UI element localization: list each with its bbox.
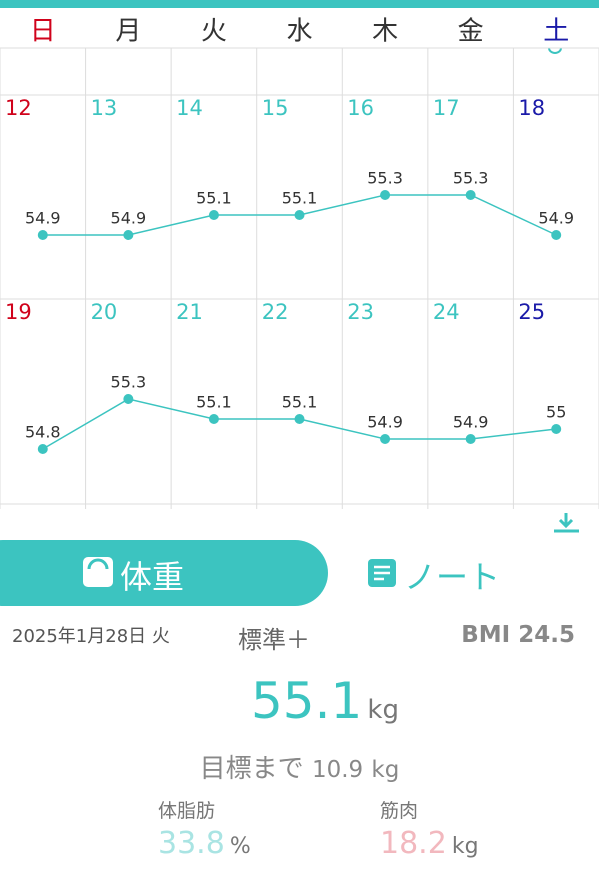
day-number: 25 — [518, 300, 545, 324]
weight-label: 54.8 — [25, 423, 61, 442]
weight-point — [380, 434, 391, 444]
note-icon-lines — [374, 565, 390, 581]
weekday: 金 — [458, 17, 484, 47]
day-number: 17 — [433, 96, 460, 120]
weight-value: 55.1 — [251, 672, 363, 730]
body-fat-unit: % — [229, 834, 251, 859]
body-fat-value: 33.8 — [158, 826, 225, 861]
weight-label: 55.3 — [453, 169, 489, 188]
goal-unit: kg — [371, 757, 400, 783]
bmi-value: 24.5 — [518, 622, 575, 648]
weight-label: 55.3 — [367, 169, 403, 188]
status: 標準＋ — [238, 626, 310, 654]
weight-point — [294, 414, 305, 424]
weight-label: 54.9 — [538, 209, 574, 228]
panel-shapes — [0, 509, 599, 869]
day-number: 15 — [262, 96, 289, 120]
day-number: 13 — [91, 96, 118, 120]
download-icon[interactable] — [554, 513, 579, 533]
weight-point — [380, 190, 391, 200]
weekday: 日 — [30, 17, 56, 47]
weight-label: 55.1 — [282, 393, 318, 412]
weight-unit: kg — [367, 695, 399, 725]
bmi: BMI 24.5 — [461, 622, 575, 648]
day-number: 21 — [176, 300, 203, 324]
weekday: 土 — [543, 17, 569, 47]
weight-point — [551, 230, 562, 240]
muscle-value: 18.2 — [380, 826, 447, 861]
weight-point — [123, 230, 134, 240]
day-number: 19 — [5, 300, 32, 324]
weight-label: 54.9 — [367, 413, 403, 432]
weight-icon-dial — [87, 558, 109, 570]
day-number: 22 — [262, 300, 289, 324]
body-fat-label: 体脂肪 — [158, 800, 216, 822]
body-fat: 33.8 % — [158, 826, 251, 861]
weight-point — [37, 444, 48, 454]
tab-weight[interactable]: 体重 — [120, 558, 185, 596]
muscle: 18.2 kg — [380, 826, 479, 861]
weight-label: 54.9 — [25, 209, 61, 228]
weight-point — [294, 210, 305, 220]
goal-value: 10.9 — [311, 757, 364, 783]
weight-label: 55.3 — [111, 373, 147, 392]
weight-point — [551, 424, 562, 434]
weekday: 火 — [201, 17, 227, 47]
muscle-unit: kg — [451, 834, 479, 859]
weight-label: 55 — [546, 403, 566, 422]
weight-label: 55.1 — [282, 189, 318, 208]
weekday: 木 — [372, 17, 398, 47]
weight-label: 55.1 — [196, 393, 232, 412]
weight-label: 54.9 — [111, 209, 147, 228]
date: 2025年1月28日 火 — [12, 626, 170, 647]
weight-point — [208, 414, 219, 424]
weekday: 月 — [115, 17, 141, 47]
day-number: 24 — [433, 300, 460, 324]
day-number: 16 — [347, 96, 374, 120]
weight-point — [37, 230, 48, 240]
tab-note[interactable]: ノート — [404, 558, 501, 596]
calendar: 日 月 火 水 木 金 土 12 13 14 15 16 17 18 54.9 54.9 55.1 55.1 55.… — [0, 0, 599, 512]
bmi-label: BMI — [461, 622, 511, 648]
goal-label: 目標まで — [199, 754, 304, 784]
goal: 目標まで 10.9 kg — [0, 748, 599, 785]
day-number: 20 — [91, 300, 118, 324]
weight: 55.1 kg — [0, 672, 599, 730]
day-number: 12 — [5, 96, 32, 120]
selected-indicator — [548, 47, 562, 54]
weight-point — [123, 394, 134, 404]
day-number: 14 — [176, 96, 203, 120]
weight-label: 55.1 — [196, 189, 232, 208]
muscle-label: 筋肉 — [380, 800, 419, 822]
weekday: 水 — [286, 17, 312, 47]
top-bar — [0, 0, 599, 8]
weight-point — [465, 434, 476, 444]
weight-point — [208, 210, 219, 220]
day-number: 23 — [347, 300, 374, 324]
weight-label: 54.9 — [453, 413, 489, 432]
weight-point — [465, 190, 476, 200]
day-number: 18 — [518, 96, 545, 120]
tab-active-bg[interactable] — [0, 540, 328, 606]
